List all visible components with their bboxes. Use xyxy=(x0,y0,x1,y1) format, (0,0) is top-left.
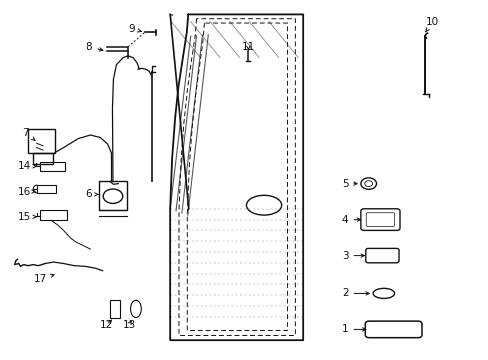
Text: 3: 3 xyxy=(341,251,364,261)
Bar xyxy=(33,153,53,164)
Text: 14: 14 xyxy=(18,161,37,171)
Text: 1: 1 xyxy=(341,324,365,334)
Text: 6: 6 xyxy=(85,189,98,199)
Text: 10: 10 xyxy=(425,17,438,32)
Text: 7: 7 xyxy=(22,128,35,140)
Text: 4: 4 xyxy=(341,215,360,225)
Bar xyxy=(99,181,127,210)
Bar xyxy=(109,300,120,318)
Text: 9: 9 xyxy=(128,24,141,34)
Text: 13: 13 xyxy=(122,320,136,330)
Bar xyxy=(37,185,56,193)
Text: 17: 17 xyxy=(33,274,54,284)
Text: 5: 5 xyxy=(341,179,356,189)
Bar xyxy=(28,129,55,153)
Text: 12: 12 xyxy=(100,320,113,330)
Text: 2: 2 xyxy=(341,288,368,298)
Text: 15: 15 xyxy=(18,212,37,222)
Text: 8: 8 xyxy=(85,42,102,52)
Text: 11: 11 xyxy=(241,42,255,52)
Bar xyxy=(40,210,67,220)
Bar xyxy=(40,162,64,171)
Text: 16: 16 xyxy=(18,186,35,197)
